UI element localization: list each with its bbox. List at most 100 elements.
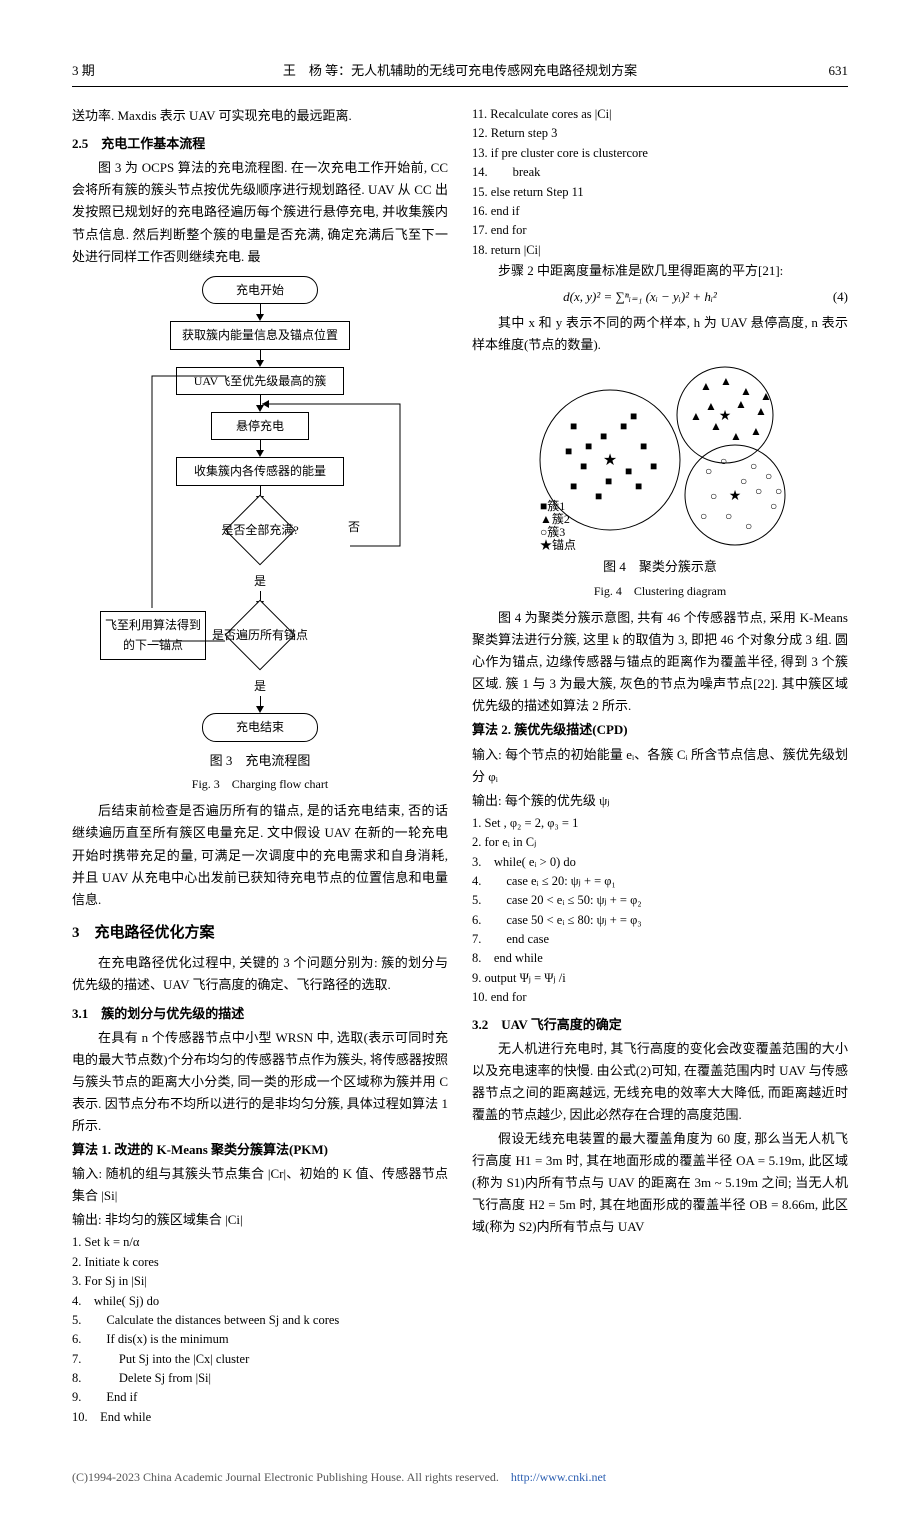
algo-line: 6. If dis(x) is the minimum bbox=[72, 1330, 448, 1349]
algo-line: 5. Calculate the distances between Sj an… bbox=[72, 1311, 448, 1330]
svg-text:○: ○ bbox=[765, 469, 772, 483]
algo-line: 3. while( eᵢ > 0) do bbox=[472, 853, 848, 872]
body-text: 无人机进行充电时, 其飞行高度的变化会改变覆盖范围的大小以及充电速率的快慢. 由… bbox=[472, 1038, 848, 1126]
svg-text:○: ○ bbox=[750, 459, 757, 473]
left-column: 送功率. Maxdis 表示 UAV 可实现充电的最远距离. 2.5 充电工作基… bbox=[72, 105, 448, 1427]
body-text: 其中 x 和 y 表示不同的两个样本, h 为 UAV 悬停高度, n 表示样本… bbox=[472, 312, 848, 356]
section-3-2-title: 3.2 UAV 飞行高度的确定 bbox=[472, 1014, 848, 1036]
figure-3-caption-en: Fig. 3 Charging flow chart bbox=[72, 774, 448, 794]
figure-4-caption-en: Fig. 4 Clustering diagram bbox=[472, 581, 848, 601]
algo-line: 7. end case bbox=[472, 930, 848, 949]
body-text: 在充电路径优化过程中, 关键的 3 个问题分别为: 簇的划分与优先级的描述、UA… bbox=[72, 952, 448, 996]
algo-line: 12. Return step 3 bbox=[472, 124, 848, 143]
svg-text:■: ■ bbox=[595, 489, 602, 503]
svg-text:■: ■ bbox=[625, 464, 632, 478]
svg-text:■: ■ bbox=[650, 459, 657, 473]
algo-line: 9. End if bbox=[72, 1388, 448, 1407]
algo-line: 9. output Ψⱼ = Ψⱼ /i bbox=[472, 969, 848, 988]
header-pagenum: 631 bbox=[788, 60, 848, 82]
svg-text:○: ○ bbox=[725, 509, 732, 523]
svg-text:▲: ▲ bbox=[690, 409, 702, 423]
svg-text:■: ■ bbox=[605, 474, 612, 488]
svg-text:○: ○ bbox=[700, 509, 707, 523]
svg-text:★: ★ bbox=[729, 489, 742, 504]
svg-text:★: ★ bbox=[603, 452, 617, 469]
figure-4-caption-cn: 图 4 聚类分簇示意 bbox=[472, 556, 848, 578]
algo-line: 11. Recalculate cores as |Ci| bbox=[472, 105, 848, 124]
svg-text:○: ○ bbox=[705, 464, 712, 478]
svg-text:■: ■ bbox=[585, 439, 592, 453]
page-footer: (C)1994-2023 China Academic Journal Elec… bbox=[72, 1467, 848, 1487]
flow-node-end: 充电结束 bbox=[202, 713, 318, 741]
flow-node-side: 飞至利用算法得到的下一锚点 bbox=[100, 611, 206, 660]
two-column-layout: 送功率. Maxdis 表示 UAV 可实现充电的最远距离. 2.5 充电工作基… bbox=[72, 105, 848, 1427]
svg-text:○簇3: ○簇3 bbox=[540, 524, 565, 539]
svg-text:★锚点: ★锚点 bbox=[540, 537, 576, 550]
svg-text:■: ■ bbox=[630, 409, 637, 423]
svg-text:■: ■ bbox=[620, 419, 627, 433]
algo-line: 2. for eᵢ in Cⱼ bbox=[472, 833, 848, 852]
algo-line: 13. if pre cluster core is clustercore bbox=[472, 144, 848, 163]
body-text: 送功率. Maxdis 表示 UAV 可实现充电的最远距离. bbox=[72, 105, 448, 127]
svg-text:▲: ▲ bbox=[760, 389, 772, 403]
right-column: 11. Recalculate cores as |Ci| 12. Return… bbox=[472, 105, 848, 1427]
body-text: 图 3 为 OCPS 算法的充电流程图. 在一次充电工作开始前, CC 会将所有… bbox=[72, 157, 448, 267]
algorithm-2-input: 输入: 每个节点的初始能量 eᵢ、各簇 Cᵢ 所含节点信息、簇优先级划分 φᵢ bbox=[472, 744, 848, 788]
algorithm-1-output: 输出: 非均匀的簇区域集合 |Ci| bbox=[72, 1209, 448, 1231]
algo-line: 2. Initiate k cores bbox=[72, 1253, 448, 1272]
algo-line: 6. case 50 < eᵢ ≤ 80: ψⱼ + = φ₃ bbox=[472, 911, 848, 930]
section-2-5-title: 2.5 充电工作基本流程 bbox=[72, 133, 448, 155]
algorithm-2-output: 输出: 每个簇的优先级 ψⱼ bbox=[472, 790, 848, 812]
algo-line: 4. while( Sj) do bbox=[72, 1292, 448, 1311]
svg-text:▲: ▲ bbox=[740, 384, 752, 398]
flow-label-no: 否 bbox=[348, 517, 360, 537]
svg-text:○: ○ bbox=[755, 484, 762, 498]
svg-text:■: ■ bbox=[635, 479, 642, 493]
flow-node: 收集簇内各传感器的能量 bbox=[176, 457, 344, 485]
flow-node: UAV飞至优先级最高的簇 bbox=[176, 367, 344, 395]
svg-text:■: ■ bbox=[570, 479, 577, 493]
figure-3-caption-cn: 图 3 充电流程图 bbox=[72, 750, 448, 772]
footer-link[interactable]: http://www.cnki.net bbox=[511, 1470, 606, 1484]
algo-line: 3. For Sj in |Si| bbox=[72, 1272, 448, 1291]
svg-text:▲: ▲ bbox=[750, 424, 762, 438]
svg-text:▲: ▲ bbox=[710, 419, 722, 433]
svg-text:○: ○ bbox=[740, 474, 747, 488]
body-text: 步骤 2 中距离度量标准是欧几里得距离的平方[21]: bbox=[472, 260, 848, 282]
algo-line: 5. case 20 < eᵢ ≤ 50: ψⱼ + = φ₂ bbox=[472, 891, 848, 910]
algorithm-2-title: 算法 2. 簇优先级描述(CPD) bbox=[472, 719, 848, 741]
svg-text:○: ○ bbox=[710, 489, 717, 503]
flow-node-start: 充电开始 bbox=[202, 276, 318, 304]
svg-text:▲: ▲ bbox=[755, 404, 767, 418]
section-3-title: 3 充电路径优化方案 bbox=[72, 921, 448, 947]
svg-text:▲: ▲ bbox=[720, 374, 732, 388]
svg-text:■: ■ bbox=[600, 429, 607, 443]
algo-line: 8. end while bbox=[472, 949, 848, 968]
figure-3-flowchart: 充电开始 获取簇内能量信息及锚点位置 UAV飞至优先级最高的簇 悬停充电 收集簇… bbox=[110, 276, 410, 742]
svg-text:○: ○ bbox=[720, 454, 727, 468]
algo-line: 14. break bbox=[472, 163, 848, 182]
algorithm-1-title: 算法 1. 改进的 K-Means 聚类分簇算法(PKM) bbox=[72, 1139, 448, 1161]
algo-line: 4. case eᵢ ≤ 20: ψⱼ + = φ₁ bbox=[472, 872, 848, 891]
body-text: 后结束前检查是否遍历所有的锚点, 是的话充电结束, 否的话继续遍历直至所有簇区电… bbox=[72, 800, 448, 910]
body-text: 图 4 为聚类分簇示意图, 共有 46 个传感器节点, 采用 K-Means 聚… bbox=[472, 607, 848, 717]
header-title: 王 杨 等：无人机辅助的无线可充电传感网充电路径规划方案 bbox=[132, 60, 788, 82]
svg-text:■: ■ bbox=[580, 459, 587, 473]
svg-text:○: ○ bbox=[745, 519, 752, 533]
algo-line: 8. Delete Sj from |Si| bbox=[72, 1369, 448, 1388]
equation-4: d(x, y)² = ∑ⁿᵢ₌₁ (xᵢ − yᵢ)² + hᵢ² (4) bbox=[472, 286, 848, 308]
svg-text:○: ○ bbox=[775, 484, 782, 498]
page-header: 3 期 王 杨 等：无人机辅助的无线可充电传感网充电路径规划方案 631 bbox=[72, 60, 848, 87]
algo-line: 1. Set , φ₂ = 2, φ₃ = 1 bbox=[472, 814, 848, 833]
header-issue: 3 期 bbox=[72, 60, 132, 82]
section-3-1-title: 3.1 簇的划分与优先级的描述 bbox=[72, 1003, 448, 1025]
svg-text:○: ○ bbox=[770, 499, 777, 513]
algo-line: 10. End while bbox=[72, 1408, 448, 1427]
svg-text:▲: ▲ bbox=[700, 379, 712, 393]
algo-line: 15. else return Step 11 bbox=[472, 183, 848, 202]
footer-copyright: (C)1994-2023 China Academic Journal Elec… bbox=[72, 1470, 499, 1484]
svg-text:■: ■ bbox=[640, 439, 647, 453]
algo-line: 7. Put Sj into the |Cx| cluster bbox=[72, 1350, 448, 1369]
svg-text:▲簇2: ▲簇2 bbox=[540, 511, 570, 526]
algo-line: 18. return |Ci| bbox=[472, 241, 848, 260]
